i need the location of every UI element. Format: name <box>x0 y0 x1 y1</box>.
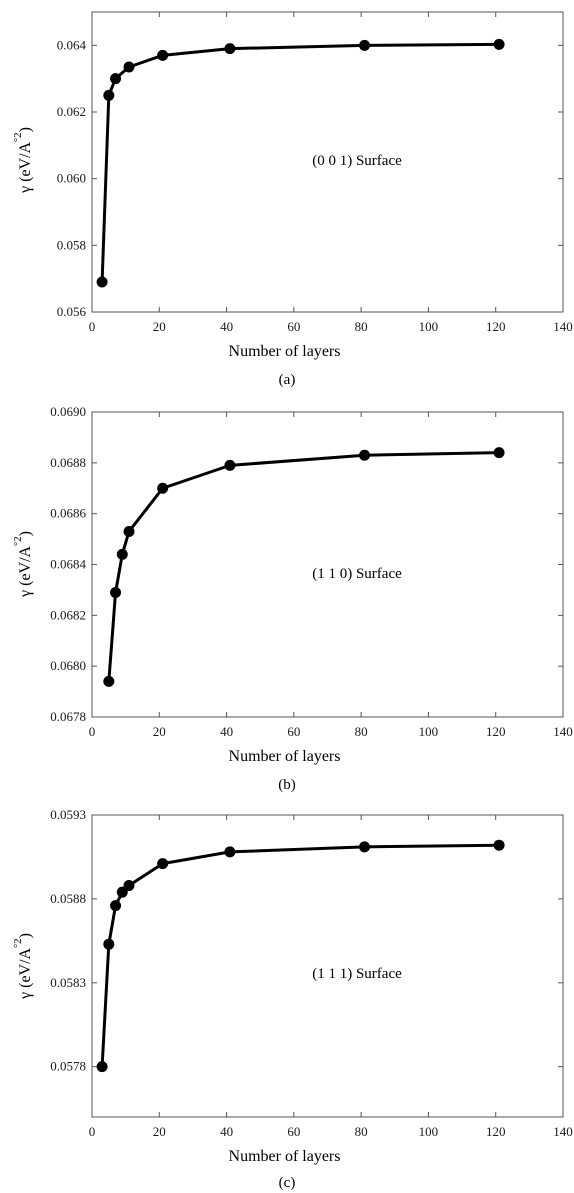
y-axis-label-ring: ° <box>13 944 24 948</box>
data-point <box>157 858 169 870</box>
data-point <box>103 938 115 950</box>
y-tick-label: 0.058 <box>57 237 86 252</box>
data-point <box>123 61 135 73</box>
x-tick-label: 120 <box>486 1124 506 1139</box>
data-point <box>359 449 371 461</box>
data-point <box>110 586 122 598</box>
x-tick-label: 0 <box>89 1124 96 1139</box>
x-tick-label: 140 <box>553 319 573 334</box>
x-axis-label: Number of layers <box>229 748 341 765</box>
data-point <box>96 1061 108 1073</box>
y-tick-label: 0.0688 <box>50 455 86 470</box>
x-tick-label: 0 <box>89 724 96 739</box>
x-tick-label: 120 <box>486 724 506 739</box>
data-point <box>493 447 505 459</box>
x-tick-label: 40 <box>220 1124 233 1139</box>
x-tick-label: 100 <box>419 1124 439 1139</box>
panel-caption: (c) <box>279 1175 296 1191</box>
y-tick-label: 0.060 <box>57 171 86 186</box>
surface-annotation: (1 1 0) Surface <box>312 566 402 582</box>
y-tick-label: 0.062 <box>57 104 86 119</box>
y-tick-label: 0.0593 <box>50 807 86 822</box>
y-axis-label-ring: ° <box>13 542 24 546</box>
y-axis-label-sup: 2 <box>12 132 24 138</box>
y-tick-label: 0.0690 <box>50 404 86 419</box>
x-tick-label: 60 <box>287 319 300 334</box>
y-axis-label-sup: 2 <box>12 536 24 542</box>
data-point <box>493 38 505 50</box>
x-tick-label: 60 <box>287 1124 300 1139</box>
y-axis-label-close: ) <box>17 531 34 536</box>
data-point <box>96 276 108 288</box>
y-tick-label: 0.0682 <box>50 607 86 622</box>
x-tick-label: 140 <box>553 724 573 739</box>
y-axis-label-sup: 2 <box>12 938 24 944</box>
x-tick-label: 120 <box>486 319 506 334</box>
data-point <box>110 900 122 912</box>
x-tick-label: 0 <box>89 319 96 334</box>
x-tick-label: 100 <box>419 319 439 334</box>
data-point <box>493 839 505 851</box>
plot-frame <box>91 814 564 1118</box>
y-tick-label: 0.0686 <box>50 506 86 521</box>
y-tick-label: 0.064 <box>57 37 87 52</box>
surface-annotation: (0 0 1) Surface <box>312 153 402 169</box>
x-tick-label: 80 <box>355 1124 368 1139</box>
plot-frame <box>91 11 564 313</box>
x-axis-label: Number of layers <box>229 1148 341 1165</box>
data-point <box>224 459 236 471</box>
x-tick-label: 60 <box>287 724 300 739</box>
series-line <box>107 451 500 682</box>
data-point <box>224 43 236 55</box>
y-tick-label: 0.0583 <box>50 975 86 990</box>
panel-b: 0 20 40 60 80 100 120 140 0.0678 0.0680 0.0682 0.06… <box>12 404 573 793</box>
y-tick-label: 0.0678 <box>50 709 86 724</box>
y-axis-label: γ (eV/A°2) <box>12 933 34 1000</box>
x-tick-label: 100 <box>419 724 439 739</box>
y-axis-label-main: γ (eV/A <box>17 141 34 194</box>
series-line <box>100 843 500 1067</box>
panel-caption: (a) <box>279 372 296 388</box>
panel-a: 0 20 40 60 80 100 120 140 0.056 0.058 0.060 0.062 0.… <box>12 11 573 388</box>
x-tick-label: 40 <box>220 319 233 334</box>
y-tick-label: 0.0684 <box>50 557 86 572</box>
y-tick-label: 0.0680 <box>50 658 86 673</box>
y-axis-label-close: ) <box>17 127 34 132</box>
x-tick-label: 40 <box>220 724 233 739</box>
y-axis-label-main: γ (eV/A <box>17 545 34 598</box>
y-tick-label: 0.056 <box>57 304 87 319</box>
panel-c: 0 20 40 60 80 100 120 140 0.0578 0.0583 0.0588 0.05… <box>12 807 573 1191</box>
data-point <box>103 675 115 687</box>
x-tick-label: 140 <box>553 1124 573 1139</box>
data-point <box>116 548 128 560</box>
y-axis-label: γ (eV/A°2) <box>12 531 34 598</box>
data-point <box>224 846 236 858</box>
data-point <box>103 89 115 101</box>
x-tick-label: 80 <box>355 724 368 739</box>
x-tick-label: 20 <box>153 724 166 739</box>
y-axis-label-close: ) <box>17 933 34 938</box>
data-point <box>123 525 135 537</box>
data-point <box>157 482 169 494</box>
y-axis-label-main: γ (eV/A <box>17 947 34 1000</box>
series-line <box>100 42 500 283</box>
y-axis-label-ring: ° <box>13 138 24 142</box>
x-axis-label: Number of layers <box>229 343 341 360</box>
data-point <box>359 841 371 853</box>
surface-annotation: (1 1 1) Surface <box>312 966 402 982</box>
panel-caption: (b) <box>278 777 296 793</box>
y-tick-label: 0.0588 <box>50 891 86 906</box>
x-tick-label: 80 <box>355 319 368 334</box>
data-point <box>123 879 135 891</box>
y-tick-label: 0.0578 <box>50 1059 86 1074</box>
data-point <box>157 49 169 61</box>
data-point <box>359 39 371 51</box>
data-point <box>110 73 122 85</box>
y-axis-label: γ (eV/A°2) <box>12 127 34 194</box>
data-point <box>116 886 128 898</box>
x-tick-label: 20 <box>153 1124 166 1139</box>
x-tick-label: 20 <box>153 319 166 334</box>
